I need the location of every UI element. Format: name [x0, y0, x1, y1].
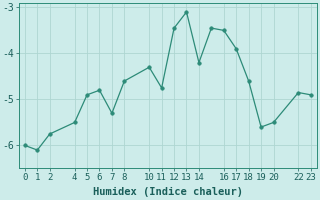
X-axis label: Humidex (Indice chaleur): Humidex (Indice chaleur)	[93, 187, 243, 197]
